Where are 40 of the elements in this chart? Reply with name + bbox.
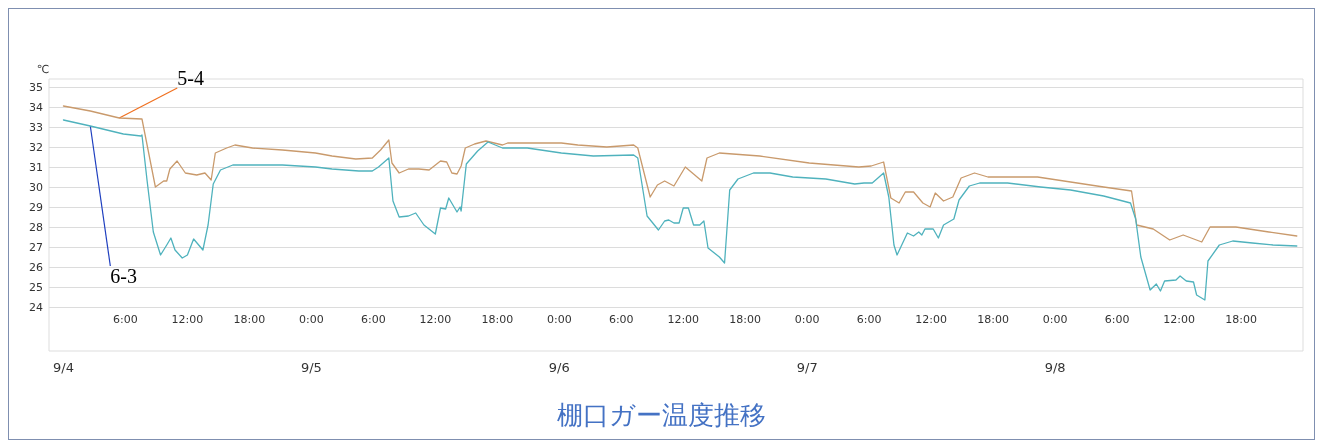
x2-tick-label: 9/8 — [1044, 360, 1066, 375]
x2-tick-label: 9/7 — [796, 360, 818, 375]
y-tick-label: 24 — [29, 300, 43, 314]
x2-tick-label: 9/4 — [53, 360, 74, 375]
y-tick-label: 33 — [29, 120, 43, 134]
y-tick-label: 31 — [29, 160, 43, 174]
y-tick-label: 27 — [29, 240, 43, 254]
y-tick-label: 34 — [29, 100, 43, 114]
y-tick-label: 25 — [29, 280, 43, 294]
x-tick-label: 0:00 — [299, 313, 324, 326]
x-tick-label: 6:00 — [856, 313, 882, 326]
x-tick-label: 18:00 — [1225, 313, 1257, 326]
text: 5-4 — [177, 67, 204, 89]
x-tick-label: 18:00 — [481, 313, 514, 326]
x-tick-label: 6:00 — [1104, 313, 1130, 326]
x-tick-label: 6:00 — [113, 313, 138, 326]
x-tick-label: 6:00 — [608, 313, 634, 326]
series-label: 6-3 — [110, 265, 137, 287]
x-tick-label: 18:00 — [233, 313, 266, 326]
y-axis-title: ℃ — [36, 63, 49, 76]
x-tick-label: 12:00 — [171, 313, 204, 326]
x2-tick-label: 9/6 — [548, 360, 570, 375]
y-tick-label: 28 — [29, 220, 43, 234]
y-tick-label: 26 — [29, 260, 43, 274]
x-tick-label: 18:00 — [729, 313, 762, 326]
x-tick-label: 12:00 — [915, 313, 947, 326]
x-tick-label: 0:00 — [1042, 313, 1068, 326]
x-tick-label: 0:00 — [794, 313, 820, 326]
y-tick-label: 29 — [29, 200, 43, 214]
x-tick-label: 18:00 — [977, 313, 1009, 326]
x-tick-label: 12:00 — [419, 313, 452, 326]
y-tick-label: 30 — [29, 180, 43, 194]
y-tick-label: 35 — [29, 80, 43, 94]
x-tick-label: 12:00 — [667, 313, 700, 326]
x-tick-label: 12:00 — [1163, 313, 1195, 326]
x-tick-label: 6:00 — [360, 313, 386, 326]
x2-tick-label: 9/5 — [300, 360, 322, 375]
x-tick-label: 0:00 — [546, 313, 572, 326]
text: 棚口ガー温度推移 — [557, 400, 766, 430]
y-tick-label: 32 — [29, 140, 43, 154]
